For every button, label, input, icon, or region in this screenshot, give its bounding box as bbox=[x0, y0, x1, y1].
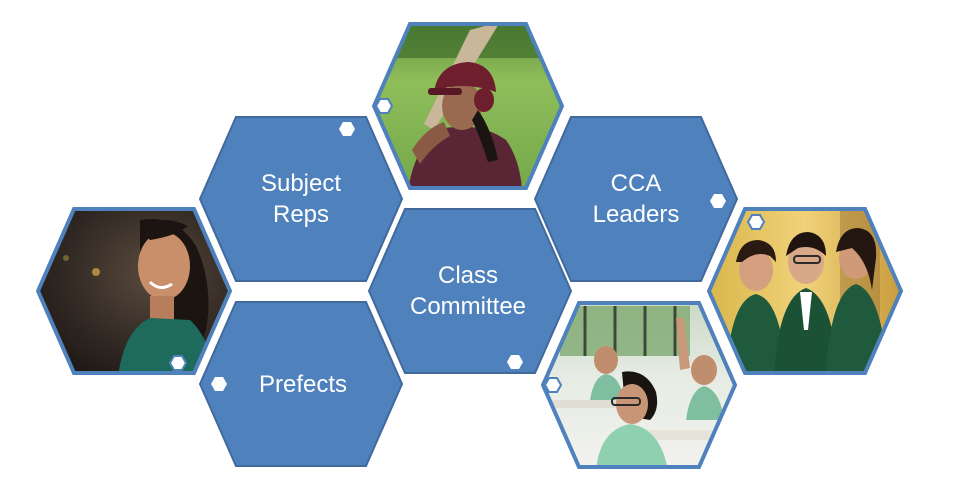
smiling-student-image bbox=[38, 209, 230, 373]
hex-prefects: Prefects bbox=[198, 301, 404, 467]
uniformed-students-frame bbox=[706, 207, 904, 375]
classroom-image bbox=[543, 303, 735, 467]
hex-class-committee: Class Committee bbox=[367, 208, 573, 374]
hex-cca-leaders-label-line1: CCA bbox=[611, 170, 662, 197]
hex-prefects-label: Prefects bbox=[259, 371, 347, 398]
photo-hex-uniformed-students bbox=[706, 207, 904, 375]
photo-hex-smiling-student bbox=[35, 207, 233, 375]
classroom-frame bbox=[540, 301, 738, 469]
hex-dot-icon bbox=[168, 355, 188, 371]
hex-subject-reps-shape bbox=[198, 116, 404, 282]
hex-class-committee-label-line2: Committee bbox=[410, 293, 526, 320]
smiling-student-frame bbox=[35, 207, 233, 375]
hex-dot-icon bbox=[543, 377, 563, 393]
hex-prefects-shape bbox=[198, 301, 404, 467]
hex-subject-reps: Subject Reps bbox=[198, 116, 404, 282]
hex-subject-reps-label-line2: Reps bbox=[273, 201, 329, 228]
hex-dot-icon bbox=[374, 98, 394, 114]
hex-cca-leaders: CCA Leaders bbox=[533, 116, 739, 282]
hex-class-committee-label-line1: Class bbox=[438, 262, 498, 289]
hex-dot-icon bbox=[710, 194, 726, 208]
uniformed-students-image bbox=[709, 209, 901, 373]
hex-cca-leaders-label-line2: Leaders bbox=[593, 201, 680, 228]
hex-cca-leaders-shape bbox=[533, 116, 739, 282]
hex-dot-icon bbox=[507, 355, 523, 369]
hex-class-committee-shape bbox=[367, 208, 573, 374]
hex-dot-icon bbox=[339, 122, 355, 136]
hex-dot-icon bbox=[211, 377, 227, 391]
photo-hex-classroom bbox=[540, 301, 738, 469]
hex-subject-reps-label-line1: Subject bbox=[261, 170, 341, 197]
hex-dot-icon bbox=[746, 214, 766, 230]
photo-hex-softball-batter bbox=[371, 22, 565, 190]
softball-batter-frame bbox=[371, 22, 565, 190]
